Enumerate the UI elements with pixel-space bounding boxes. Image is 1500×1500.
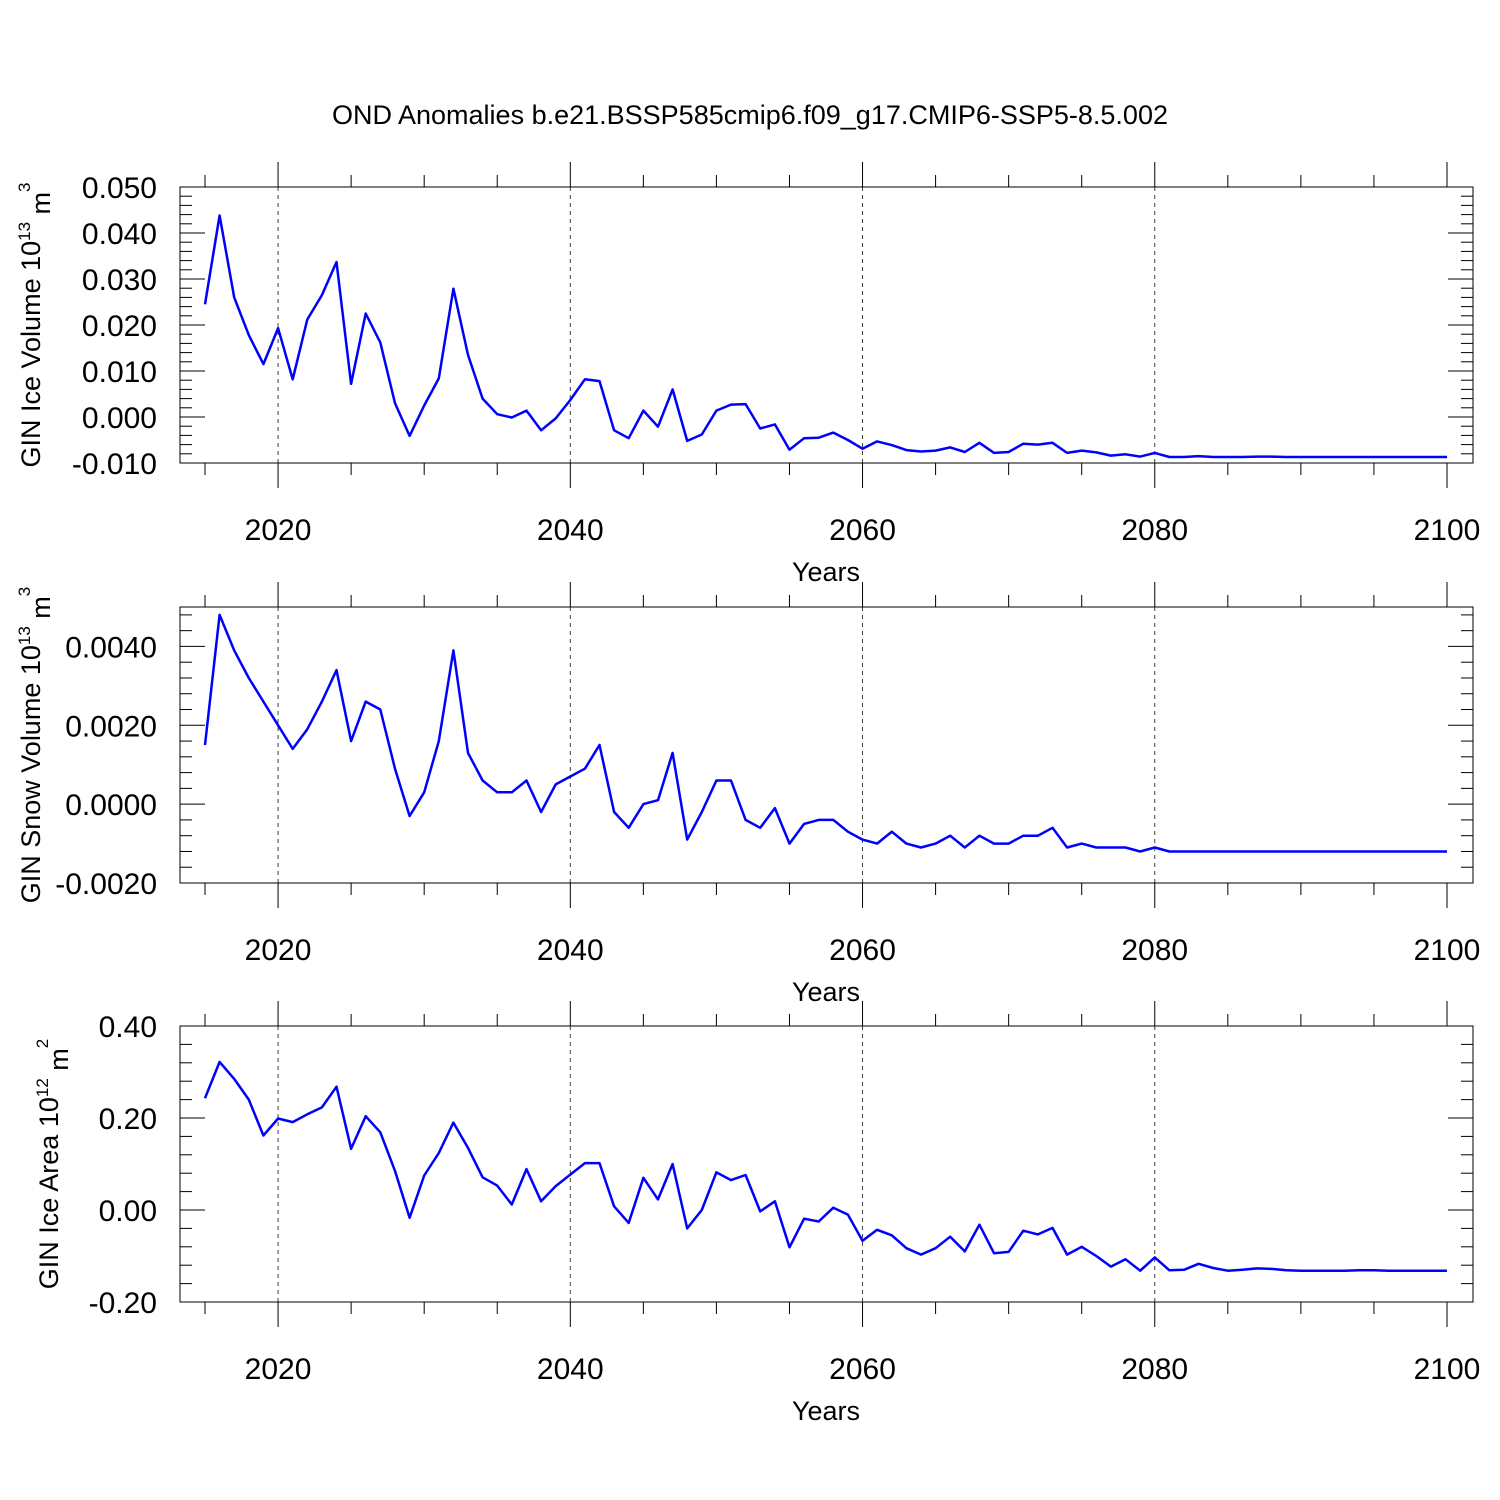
snow-volume-xtick-label: 2080	[1121, 934, 1188, 967]
snow-volume-ylabel-part: 13	[15, 626, 34, 645]
ice-volume-ylabel-part: m	[26, 192, 56, 222]
ice-area-xtick-label: 2100	[1414, 1353, 1481, 1386]
ice-area-ylabel: GIN Ice Area 1012 m2	[33, 1039, 74, 1290]
snow-volume-ytick-label: 0.0000	[65, 789, 157, 822]
ice-area-xtick-label: 2080	[1121, 1353, 1188, 1386]
ice-volume-ytick-label: 0.000	[82, 402, 157, 435]
snow-volume-xtick-label: 2020	[245, 934, 312, 967]
ice-volume-ylabel-part: GIN Ice Volume 10	[16, 241, 46, 468]
ice-area-ylabel-part: GIN Ice Area 10	[34, 1097, 64, 1289]
ice-area-ytick-label: 0.00	[99, 1195, 157, 1228]
snow-volume-ylabel-part: m	[26, 596, 56, 626]
snow-volume-xtick-label: 2040	[537, 934, 604, 967]
snow-volume-ytick-label: 0.0040	[65, 631, 157, 664]
ice-volume-series-line	[203, 214, 1447, 459]
ice-area-xtick-label: 2020	[245, 1353, 312, 1386]
ice-volume-ytick-label: 0.030	[82, 264, 157, 297]
snow-volume-series-line	[203, 613, 1447, 853]
ice-volume-frame	[179, 186, 1474, 464]
ice-area-xlabel: Years	[792, 1396, 860, 1426]
ice-area-ylabel-part: 2	[33, 1039, 52, 1048]
ice-area-ytick-label: -0.20	[89, 1287, 157, 1320]
panel-ice-volume: -0.010 0.000 0.010 0.020 0.030 0.040 0.050 2020…	[15, 162, 1480, 587]
ice-volume-ytick-label: -0.010	[72, 448, 157, 481]
ice-area-ylabel-part: 12	[33, 1078, 52, 1097]
ice-volume-ylabel: GIN Ice Volume 1013 m3	[15, 182, 56, 467]
ice-volume-ylabel-part: 3	[15, 182, 34, 191]
snow-volume-ylabel-part: GIN Snow Volume 10	[16, 645, 46, 903]
ice-volume-xtick-label: 2100	[1414, 514, 1481, 547]
snow-volume-ylabel: GIN Snow Volume 1013 m3	[15, 587, 56, 904]
snow-volume-xtick-label: 2060	[829, 934, 896, 967]
ice-volume-xtick-label: 2040	[537, 514, 604, 547]
ice-volume-xtick-label: 2080	[1121, 514, 1188, 547]
snow-volume-ytick-label: 0.0020	[65, 710, 157, 743]
ice-area-xtick-label: 2040	[537, 1353, 604, 1386]
ice-area-ytick-label: 0.40	[99, 1011, 157, 1044]
snow-volume-ytick-label: -0.0020	[55, 868, 157, 901]
panel-ice-area: -0.20 0.00 0.20 0.40 2020 2040 2060 2080 2100 Yea…	[33, 1001, 1480, 1426]
ice-volume-ytick-label: 0.050	[82, 172, 157, 205]
ice-volume-ytick-label: 0.020	[82, 310, 157, 343]
ice-volume-ytick-label: 0.040	[82, 218, 157, 251]
ice-area-series-line	[203, 1060, 1447, 1272]
ice-volume-xtick-label: 2060	[829, 514, 896, 547]
ice-area-xtick-label: 2060	[829, 1353, 896, 1386]
ice-volume-xtick-label: 2020	[245, 514, 312, 547]
ice-volume-ytick-label: 0.010	[82, 356, 157, 389]
ice-area-ytick-label: 0.20	[99, 1103, 157, 1136]
ice-volume-xlabel: Years	[792, 557, 860, 587]
ice-area-frame	[179, 1025, 1474, 1303]
figure-title: OND Anomalies b.e21.BSSP585cmip6.f09_g17…	[332, 100, 1168, 130]
panel-snow-volume: -0.0020 0.0000 0.0020 0.0040 2020 2040 2060 208…	[15, 582, 1480, 1007]
snow-volume-xlabel: Years	[792, 977, 860, 1007]
ice-area-ylabel-part: m	[44, 1048, 74, 1078]
ice-volume-ylabel-part: 13	[15, 222, 34, 241]
snow-volume-ylabel-part: 3	[15, 587, 34, 596]
snow-volume-frame	[179, 606, 1474, 884]
snow-volume-xtick-label: 2100	[1414, 934, 1481, 967]
